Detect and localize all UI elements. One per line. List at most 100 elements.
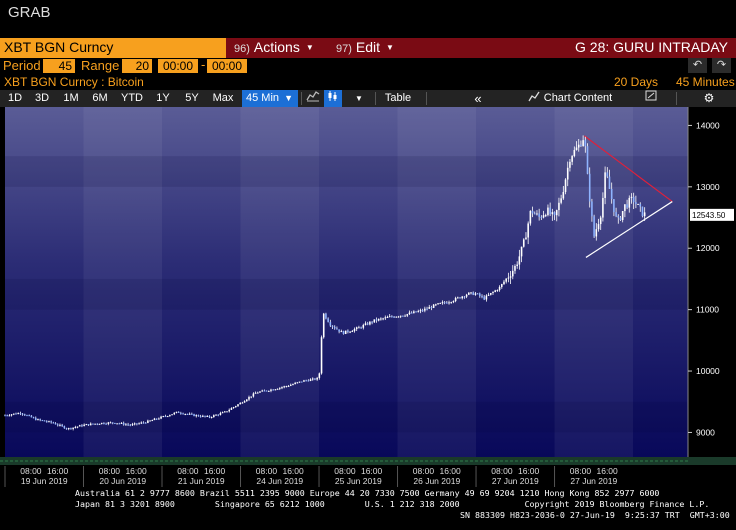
candle-body — [380, 318, 382, 320]
x-date-label: 26 Jun 2019 — [413, 476, 460, 486]
candle-body — [15, 413, 17, 415]
candle-body — [496, 290, 499, 292]
candle-body — [81, 425, 83, 427]
candle-body — [415, 311, 417, 313]
actions-menu-button[interactable]: 96) Actions ▼ — [228, 38, 320, 58]
candle-body — [564, 179, 567, 192]
candle-body — [336, 328, 338, 330]
end-time-input[interactable]: 00:00 — [207, 59, 247, 73]
chevron-down-icon: ▼ — [305, 43, 314, 52]
candle-body — [536, 213, 538, 215]
candle-body — [274, 389, 277, 391]
collapse-left-icon[interactable]: « — [474, 91, 482, 106]
tab-1y[interactable]: 1Y — [156, 92, 170, 104]
candle-body — [272, 389, 274, 391]
candle-body — [96, 423, 99, 425]
edit-menu-button[interactable]: 97) Edit ▼ — [330, 38, 400, 58]
candle-body — [298, 381, 301, 383]
x-tick-label: 08:00 — [491, 466, 513, 476]
candle-body — [184, 413, 187, 415]
x-tick-label: 16:00 — [596, 466, 618, 476]
range-input[interactable]: 20 — [122, 59, 152, 73]
candle-body — [289, 384, 292, 386]
undo-icon[interactable]: ↶ — [688, 58, 707, 73]
candle-body — [171, 414, 173, 416]
candle-body — [199, 416, 202, 418]
candle-body — [485, 295, 488, 300]
tab-ytd[interactable]: YTD — [121, 92, 143, 104]
candle-body — [580, 144, 582, 146]
candle-body — [34, 417, 37, 421]
ticker-input[interactable]: XBT BGN Curncy — [0, 38, 226, 58]
period-input[interactable]: 45 — [43, 59, 75, 73]
tab-5y[interactable]: 5Y — [185, 92, 199, 104]
candle-body — [632, 196, 635, 203]
table-button[interactable]: Table — [384, 92, 412, 104]
y-tick-label: 12000 — [696, 243, 720, 253]
candle-body — [384, 317, 387, 319]
candle-body — [239, 402, 242, 405]
candle-body — [371, 321, 373, 323]
x-tick-label: 08:00 — [256, 466, 278, 476]
candle-body — [136, 423, 138, 425]
candle-body — [577, 144, 580, 148]
period-label: Period — [3, 58, 41, 73]
candle-chart-icon[interactable] — [324, 90, 342, 107]
candle-body — [349, 331, 351, 333]
edit-label: Edit — [355, 39, 381, 55]
period-bar: Period 45 Range 20 00:00 - 00:00 ↶ ↷ — [0, 57, 736, 74]
price-band — [5, 156, 688, 187]
candle-body — [151, 420, 154, 422]
range-label: Range — [81, 58, 120, 73]
candle-body — [608, 176, 611, 189]
candle-body — [307, 380, 310, 382]
start-time-input[interactable]: 00:00 — [158, 59, 198, 73]
candle-body — [347, 330, 349, 333]
annotate-icon[interactable] — [642, 90, 660, 107]
candle-body — [340, 331, 343, 333]
y-tick-label: 13000 — [696, 182, 720, 192]
candle-body — [432, 304, 435, 308]
candle-body — [417, 311, 420, 313]
tab-6m[interactable]: 6M — [92, 92, 108, 104]
candle-body — [560, 198, 562, 203]
candle-body — [94, 423, 96, 425]
candle-body — [331, 325, 334, 327]
divider — [426, 92, 427, 105]
redo-icon[interactable]: ↷ — [712, 58, 731, 73]
tab-1m[interactable]: 1M — [63, 92, 79, 104]
y-tick-label: 9000 — [696, 427, 715, 437]
candle-body — [529, 210, 532, 224]
candle-body — [424, 308, 426, 311]
line-chart-icon[interactable] — [304, 90, 322, 107]
tab-3d[interactable]: 3D — [34, 92, 50, 104]
triangle-trendline — [584, 135, 673, 203]
candle-body — [333, 326, 336, 329]
candle-body — [544, 215, 547, 217]
tab-max[interactable]: Max — [212, 92, 234, 104]
candle-body — [413, 311, 415, 314]
candle-body — [446, 302, 448, 304]
footer-copyright-line: Japan 81 3 3201 8900 Singapore 65 6212 1… — [75, 499, 710, 509]
plot-background — [5, 107, 688, 457]
x-tick-label: 16:00 — [361, 466, 383, 476]
candle-body — [241, 402, 244, 404]
tab-interval[interactable]: 45 Min ▼ — [242, 90, 298, 107]
candle-body — [373, 319, 376, 323]
x-date-label: 19 Jun 2019 — [21, 476, 68, 486]
candle-body — [318, 373, 321, 378]
chart-content-button[interactable]: Chart Content — [510, 90, 630, 107]
x-tick-label: 08:00 — [177, 466, 199, 476]
gear-icon[interactable]: ⚙ — [703, 91, 715, 105]
tab-1d[interactable]: 1D — [7, 92, 23, 104]
candle-body — [509, 276, 512, 278]
candle-body — [250, 396, 252, 398]
candle-body — [329, 321, 332, 326]
chevron-down-icon: ▼ — [386, 43, 394, 52]
candle-body — [89, 423, 92, 426]
chevron-down-icon[interactable]: ▼ — [355, 94, 363, 103]
day-band — [240, 107, 320, 457]
candle-body — [511, 270, 514, 277]
candle-body — [637, 203, 639, 205]
candle-body — [566, 167, 569, 180]
